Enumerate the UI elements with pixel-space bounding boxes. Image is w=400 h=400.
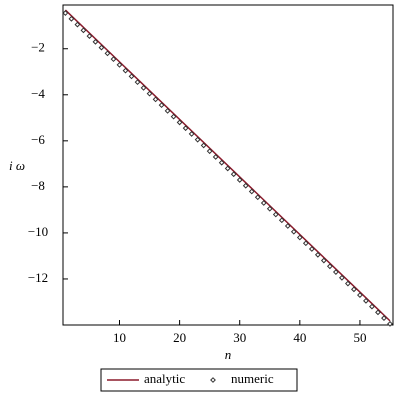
numeric-point (302, 240, 309, 247)
numeric-point (278, 217, 285, 224)
numeric-point (176, 119, 183, 126)
numeric-point (272, 211, 279, 218)
numeric-point (62, 10, 69, 16)
numeric-point (314, 251, 321, 258)
numeric-point (363, 297, 369, 304)
numeric-point (387, 320, 393, 327)
numeric-point (188, 131, 195, 137)
numeric-point (182, 125, 189, 132)
numeric-point (308, 246, 315, 252)
numeric-point (326, 263, 333, 270)
legend-label: analytic (144, 371, 185, 386)
numeric-point (194, 136, 201, 143)
y-axis-label: i ω (9, 158, 25, 173)
numeric-point (152, 96, 159, 103)
numeric-point (290, 228, 297, 235)
numeric-point (357, 292, 363, 298)
x-axis-label: n (225, 347, 232, 362)
numeric-point (218, 159, 225, 166)
numeric-point (212, 154, 219, 160)
numeric-point (116, 61, 123, 68)
numeric-point (128, 73, 135, 80)
y-tick-label: −2 (31, 40, 45, 55)
numeric-point (80, 27, 87, 34)
numeric-point (345, 280, 351, 287)
numeric-point (74, 21, 81, 28)
y-tick-label: −8 (31, 178, 45, 193)
numeric-point (230, 171, 237, 178)
numeric-point (164, 107, 171, 114)
numeric-point (140, 84, 147, 91)
x-tick-label: 10 (113, 330, 126, 345)
x-tick-label: 40 (293, 330, 306, 345)
numeric-point (284, 223, 291, 229)
numeric-point (338, 274, 345, 281)
legend-label: numeric (231, 371, 274, 386)
numeric-point (200, 142, 207, 149)
numeric-point (158, 102, 165, 109)
plot-frame (62, 4, 394, 326)
numeric-point (110, 56, 117, 63)
legend-box (100, 368, 298, 392)
numeric-point (248, 188, 255, 195)
x-tick-label: 20 (173, 330, 186, 345)
numeric-point (146, 90, 153, 97)
numeric-point (98, 44, 105, 51)
y-tick-label: −6 (31, 132, 45, 147)
numeric-point (296, 234, 303, 241)
y-tick-label: −12 (28, 270, 48, 285)
numeric-point (86, 33, 93, 39)
numeric-point (122, 67, 129, 74)
numeric-point (320, 257, 327, 264)
numeric-point (260, 200, 267, 206)
x-tick-label: 30 (233, 330, 246, 345)
numeric-point (92, 38, 99, 45)
numeric-point (224, 165, 231, 172)
numeric-point (236, 177, 243, 183)
numeric-point (104, 50, 111, 57)
numeric-point (375, 309, 381, 316)
numeric-point (206, 148, 213, 155)
numeric-point (134, 79, 141, 86)
numeric-point (266, 205, 273, 212)
y-tick-label: −10 (28, 224, 48, 239)
numeric-point (170, 113, 177, 120)
numeric-point (332, 269, 339, 275)
numeric-point (351, 286, 357, 293)
numeric-point (381, 315, 387, 322)
numeric-point (369, 303, 375, 310)
numeric-point (242, 182, 249, 189)
numeric-point (68, 15, 75, 22)
legend-swatch (210, 377, 216, 383)
numeric-point (254, 194, 261, 201)
analytic-line (64, 9, 391, 322)
x-tick-label: 50 (353, 330, 366, 345)
y-tick-label: −4 (31, 86, 45, 101)
